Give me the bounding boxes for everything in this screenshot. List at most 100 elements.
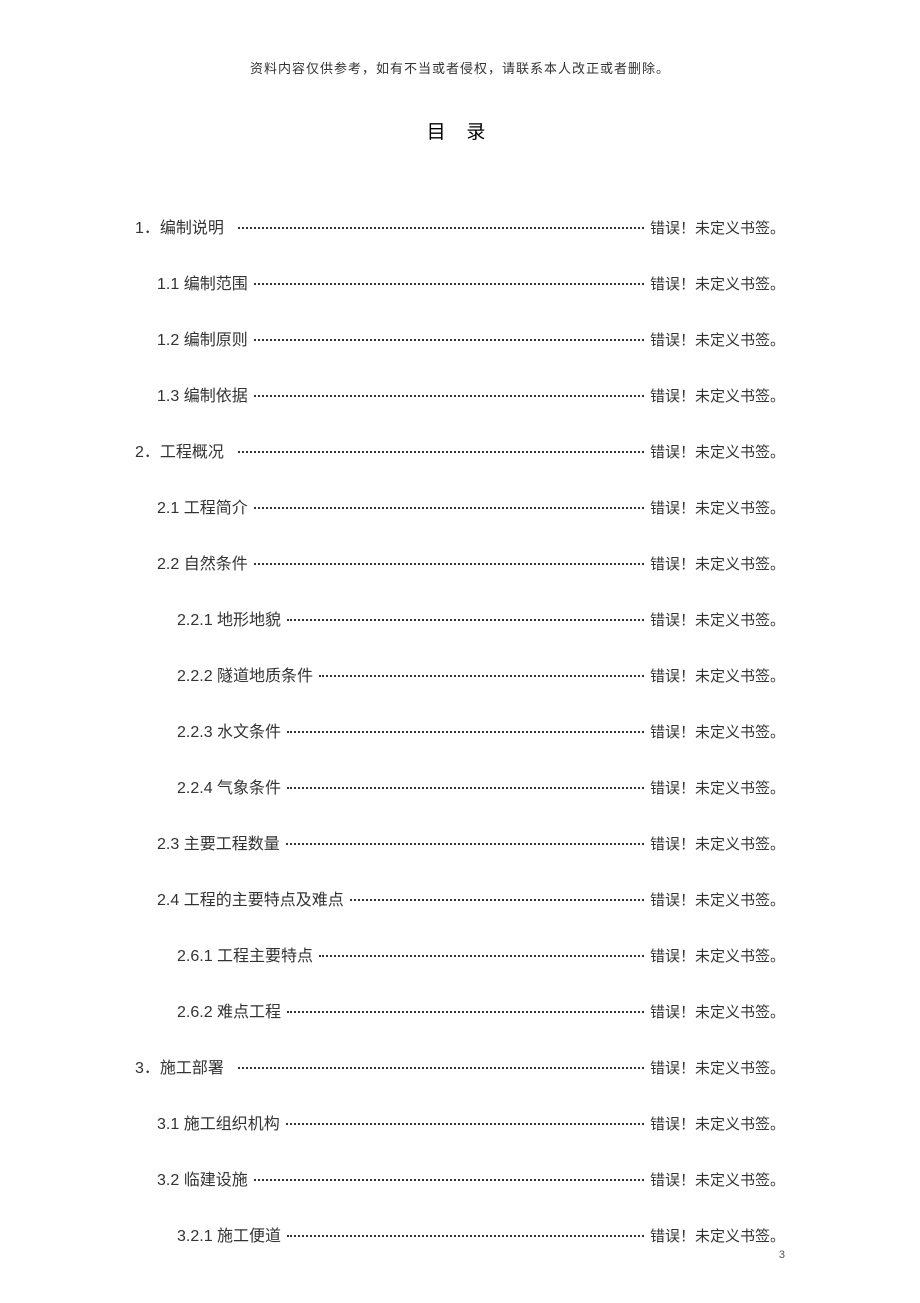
toc-number: 2.2.2 (177, 668, 217, 685)
header-disclaimer: 资料内容仅供参考，如有不当或者侵权，请联系本人改正或者删除。 (135, 58, 785, 77)
toc-number: 2.6.2 (177, 1004, 217, 1021)
toc-entry: 1．编制说明 错误！未定义书签。 (135, 214, 785, 238)
toc-text: 工程概况 (160, 444, 224, 461)
toc-number: 2.6.1 (177, 948, 217, 965)
toc-page-ref: 错误！未定义书签。 (650, 665, 785, 686)
toc-leader-dots (287, 731, 644, 733)
toc-leader-dots (350, 899, 644, 901)
toc-number: 1.3 (157, 388, 184, 405)
toc-text: 施工组织机构 (184, 1116, 280, 1133)
toc-leader-dots (238, 451, 644, 453)
toc-page-ref: 错误！未定义书签。 (650, 1225, 785, 1246)
toc-leader-dots (254, 1179, 644, 1181)
toc-page-ref: 错误！未定义书签。 (650, 441, 785, 462)
toc-number: 2.2.1 (177, 612, 217, 629)
toc-label: 3．施工部署 (135, 1054, 232, 1078)
toc-title: 目 录 (135, 117, 785, 144)
toc-text: 编制范围 (184, 276, 248, 293)
toc-label: 2.1 工程简介 (157, 494, 248, 518)
toc-label: 3.2.1 施工便道 (177, 1222, 281, 1246)
toc-entry: 2.6.1 工程主要特点 错误！未定义书签。 (177, 942, 785, 966)
toc-entry: 3.2.1 施工便道 错误！未定义书签。 (177, 1222, 785, 1246)
toc-entry: 1.3 编制依据错误！未定义书签。 (157, 382, 785, 406)
toc-number: 2.4 (157, 892, 184, 909)
toc-label: 3.1 施工组织机构 (157, 1110, 280, 1134)
toc-text: 气象条件 (217, 780, 281, 797)
toc-page-ref: 错误！未定义书签。 (650, 497, 785, 518)
toc-page-ref: 错误！未定义书签。 (650, 777, 785, 798)
toc-page-ref: 错误！未定义书签。 (650, 609, 785, 630)
toc-number: 2． (135, 444, 160, 461)
toc-leader-dots (286, 1123, 644, 1125)
toc-page-ref: 错误！未定义书签。 (650, 889, 785, 910)
toc-label: 2.6.1 工程主要特点 (177, 942, 313, 966)
toc-text: 工程主要特点 (217, 948, 313, 965)
toc-number: 3.2 (157, 1172, 184, 1189)
toc-page-ref: 错误！未定义书签。 (650, 1169, 785, 1190)
toc-label: 2.2.1 地形地貌 (177, 606, 281, 630)
toc-entry: 2.1 工程简介 错误！未定义书签。 (157, 494, 785, 518)
toc-text: 主要工程数量 (184, 836, 280, 853)
toc-label: 2.2.3 水文条件 (177, 718, 281, 742)
toc-text: 施工便道 (217, 1228, 281, 1245)
toc-number: 2.2 (157, 556, 184, 573)
toc-entry: 2.2.4 气象条件 错误！未定义书签。 (177, 774, 785, 798)
page-number: 3 (779, 1249, 785, 1261)
toc-leader-dots (254, 339, 644, 341)
toc-text: 水文条件 (217, 724, 281, 741)
toc-label: 1．编制说明 (135, 214, 232, 238)
toc-entry: 3.1 施工组织机构 错误！未定义书签。 (157, 1110, 785, 1134)
toc-page-ref: 错误！未定义书签。 (650, 1057, 785, 1078)
toc-entry: 1.1 编制范围 错误！未定义书签。 (157, 270, 785, 294)
toc-page-ref: 错误！未定义书签。 (650, 553, 785, 574)
toc-text: 施工部署 (160, 1060, 224, 1077)
toc-leader-dots (254, 507, 644, 509)
toc-text: 编制依据 (184, 388, 248, 405)
toc-container: 1．编制说明 错误！未定义书签。1.1 编制范围错误！未定义书签。1.2 编制原… (135, 214, 785, 1246)
toc-label: 2.6.2 难点工程 (177, 998, 281, 1022)
toc-entry: 2．工程概况 错误！未定义书签。 (135, 438, 785, 462)
toc-page-ref: 错误！未定义书签。 (650, 217, 785, 238)
toc-leader-dots (254, 395, 644, 397)
toc-page-ref: 错误！未定义书签。 (650, 721, 785, 742)
toc-label: 3.2 临建设施 (157, 1166, 248, 1190)
toc-leader-dots (254, 283, 644, 285)
toc-number: 3.1 (157, 1116, 184, 1133)
toc-leader-dots (319, 955, 644, 957)
toc-entry: 3．施工部署 错误！未定义书签。 (135, 1054, 785, 1078)
toc-page-ref: 错误！未定义书签。 (650, 945, 785, 966)
toc-entry: 2.2.3 水文条件 错误！未定义书签。 (177, 718, 785, 742)
toc-label: 2.3 主要工程数量 (157, 830, 280, 854)
toc-text: 编制说明 (160, 220, 224, 237)
toc-number: 2.2.3 (177, 724, 217, 741)
toc-label: 2．工程概况 (135, 438, 232, 462)
toc-number: 1． (135, 220, 160, 237)
toc-leader-dots (287, 1011, 644, 1013)
toc-label: 1.2 编制原则 (157, 326, 248, 350)
toc-text: 隧道地质条件 (217, 668, 313, 685)
toc-leader-dots (287, 619, 644, 621)
toc-number: 3． (135, 1060, 160, 1077)
toc-text: 工程的主要特点及难点 (184, 892, 344, 909)
toc-entry: 2.2.1 地形地貌 错误！未定义书签。 (177, 606, 785, 630)
toc-page-ref: 错误！未定义书签。 (650, 273, 785, 294)
toc-entry: 2.4 工程的主要特点及难点 错误！未定义书签。 (157, 886, 785, 910)
toc-text: 编制原则 (184, 332, 248, 349)
toc-entry: 2.3 主要工程数量错误！未定义书签。 (157, 830, 785, 854)
toc-number: 3.2.1 (177, 1228, 217, 1245)
toc-label: 1.1 编制范围 (157, 270, 248, 294)
toc-label: 2.2.4 气象条件 (177, 774, 281, 798)
toc-leader-dots (254, 563, 644, 565)
toc-number: 2.2.4 (177, 780, 217, 797)
toc-page-ref: 错误！未定义书签。 (650, 1001, 785, 1022)
toc-label: 2.4 工程的主要特点及难点 (157, 886, 344, 910)
toc-page-ref: 错误！未定义书签。 (650, 329, 785, 350)
toc-entry: 2.2.2 隧道地质条件 错误！未定义书签。 (177, 662, 785, 686)
toc-leader-dots (319, 675, 644, 677)
toc-number: 1.2 (157, 332, 184, 349)
toc-page-ref: 错误！未定义书签。 (650, 1113, 785, 1134)
toc-leader-dots (286, 843, 644, 845)
toc-text: 难点工程 (217, 1004, 281, 1021)
toc-entry: 3.2 临建设施 错误！未定义书签。 (157, 1166, 785, 1190)
toc-leader-dots (238, 1067, 644, 1069)
